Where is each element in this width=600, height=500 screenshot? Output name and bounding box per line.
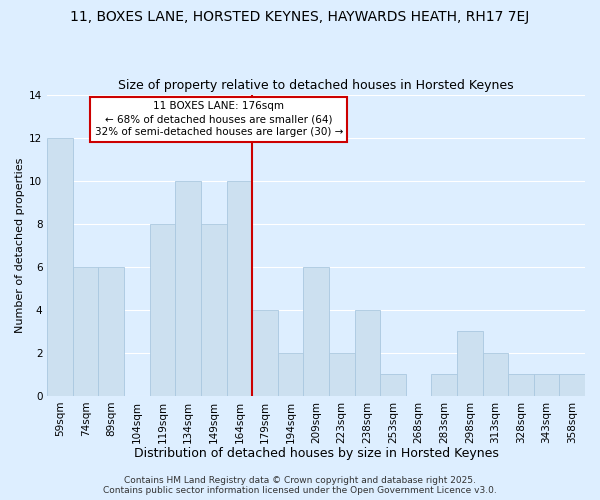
Bar — [534, 374, 559, 396]
Bar — [431, 374, 457, 396]
Bar — [227, 180, 252, 396]
Bar — [47, 138, 73, 396]
Bar — [508, 374, 534, 396]
X-axis label: Distribution of detached houses by size in Horsted Keynes: Distribution of detached houses by size … — [134, 447, 499, 460]
Bar — [98, 266, 124, 396]
Bar — [304, 266, 329, 396]
Text: 11, BOXES LANE, HORSTED KEYNES, HAYWARDS HEATH, RH17 7EJ: 11, BOXES LANE, HORSTED KEYNES, HAYWARDS… — [70, 10, 530, 24]
Bar — [329, 353, 355, 396]
Bar — [482, 353, 508, 396]
Y-axis label: Number of detached properties: Number of detached properties — [15, 158, 25, 333]
Text: 11 BOXES LANE: 176sqm
← 68% of detached houses are smaller (64)
32% of semi-deta: 11 BOXES LANE: 176sqm ← 68% of detached … — [95, 101, 343, 138]
Bar — [355, 310, 380, 396]
Bar — [278, 353, 304, 396]
Bar — [380, 374, 406, 396]
Bar — [150, 224, 175, 396]
Bar — [559, 374, 585, 396]
Bar — [457, 332, 482, 396]
Title: Size of property relative to detached houses in Horsted Keynes: Size of property relative to detached ho… — [118, 79, 514, 92]
Bar — [73, 266, 98, 396]
Bar — [252, 310, 278, 396]
Bar — [175, 180, 201, 396]
Bar — [201, 224, 227, 396]
Text: Contains HM Land Registry data © Crown copyright and database right 2025.
Contai: Contains HM Land Registry data © Crown c… — [103, 476, 497, 495]
